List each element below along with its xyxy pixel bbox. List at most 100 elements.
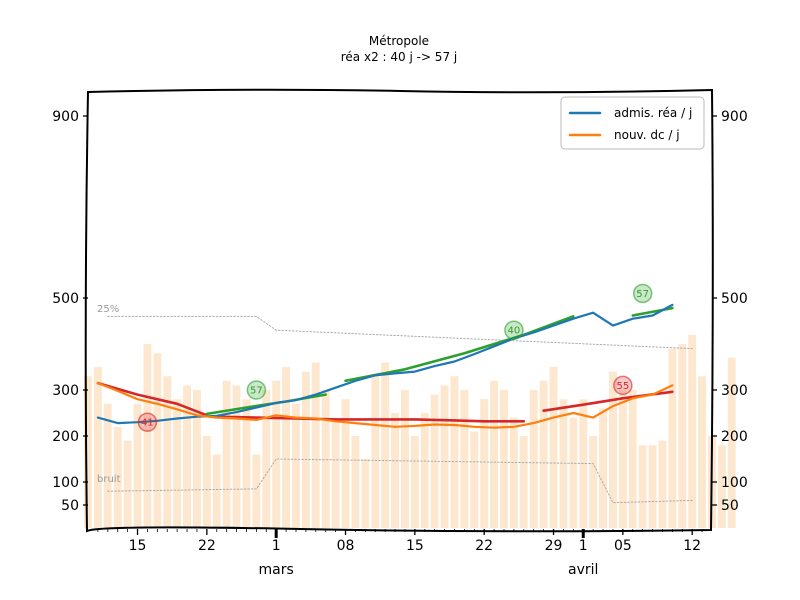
y-tick-label-right: 300 <box>721 383 748 399</box>
trend-line-5 <box>344 315 575 383</box>
bar <box>401 390 409 528</box>
bar <box>549 367 558 528</box>
bar <box>678 344 687 528</box>
bar <box>569 417 578 528</box>
bar <box>133 403 142 528</box>
bar <box>609 371 617 528</box>
bar <box>371 376 380 528</box>
bar <box>163 376 172 528</box>
x-tick-label: 05 <box>614 538 632 554</box>
y-tick-label-right: 900 <box>721 109 748 125</box>
badge: 55 <box>613 375 633 396</box>
bar <box>727 357 736 528</box>
bar <box>420 413 429 528</box>
bar <box>123 440 132 528</box>
bar <box>698 376 706 528</box>
legend-label: admis. réa / j <box>614 106 692 120</box>
bar <box>301 371 310 528</box>
x-tick-label: 15 <box>129 538 147 554</box>
bar <box>113 426 122 528</box>
y-tick-label-left: 900 <box>52 109 79 125</box>
bar <box>212 454 221 528</box>
legend-label: nouv. dc / j <box>614 128 680 142</box>
series-line-rea <box>96 303 674 425</box>
x-tick-label: 22 <box>475 538 493 554</box>
bar <box>232 385 241 528</box>
bar <box>262 390 271 528</box>
bar <box>470 431 479 528</box>
y-tick-label-right: 100 <box>721 475 748 491</box>
bar <box>84 376 92 528</box>
bar <box>361 459 370 528</box>
y-tick-label-right: 50 <box>721 498 739 514</box>
badge-circle <box>137 412 158 432</box>
bar <box>173 399 182 528</box>
bar <box>193 390 201 528</box>
x-axis: 15 22 1 08 15 22 29 1 05 12 <box>97 529 703 554</box>
bar <box>450 376 459 528</box>
band-upper <box>107 315 693 350</box>
y-axis-right: 50 100 200 300 500 900 <box>712 109 748 514</box>
badge-circle <box>504 320 524 340</box>
month-label: avril <box>568 562 598 578</box>
badge-label: 40 <box>508 326 521 337</box>
band-label-lower: bruit <box>97 474 121 485</box>
x-tick-label: 12 <box>683 538 701 554</box>
bar <box>292 403 300 528</box>
x-tick-label: 1 <box>272 538 281 554</box>
bar <box>539 380 548 528</box>
trend-line-0 <box>96 381 209 417</box>
x-tick-label: 08 <box>337 538 355 554</box>
band-lower <box>107 458 693 504</box>
bar <box>638 445 647 528</box>
badge-label: 41 <box>141 418 154 429</box>
bar <box>242 399 251 528</box>
badge-circle <box>632 283 653 304</box>
x-tick-label: 22 <box>198 538 216 554</box>
y-tick-label-right: 500 <box>721 291 748 307</box>
bar <box>658 440 667 528</box>
bar <box>490 380 498 528</box>
bar <box>153 353 162 528</box>
badge-layer: 41 57 40 55 57 <box>137 283 653 432</box>
month-label: mars <box>259 562 294 578</box>
badge: 57 <box>632 283 653 304</box>
bar <box>341 399 350 528</box>
bar <box>143 344 152 528</box>
y-tick-label-left: 500 <box>52 291 79 307</box>
bar <box>509 417 518 528</box>
bar <box>331 422 340 528</box>
bar <box>391 413 399 528</box>
badge-circle <box>246 380 267 400</box>
badge-label: 57 <box>636 289 649 300</box>
bar <box>202 436 211 528</box>
y-tick-label-left: 300 <box>52 383 79 399</box>
bar <box>103 403 112 528</box>
bars-layer <box>84 334 736 528</box>
y-tick-label-left: 50 <box>61 498 79 514</box>
bands-layer <box>107 315 693 504</box>
bar <box>529 390 538 528</box>
month-labels: mars avril <box>259 562 599 578</box>
bar <box>589 436 598 528</box>
badge-label: 57 <box>250 386 263 397</box>
bar <box>480 399 489 528</box>
badge: 41 <box>137 412 158 432</box>
bar <box>519 436 528 528</box>
bar <box>599 408 607 528</box>
bar <box>628 390 637 528</box>
bar <box>688 334 697 528</box>
chart-title: Métropole <box>369 34 429 48</box>
x-tick-label: 15 <box>406 538 424 554</box>
bar <box>717 445 726 528</box>
bar <box>668 348 677 528</box>
bar <box>500 390 508 528</box>
chart-subtitle: réa x2 : 40 j -> 57 j <box>341 50 457 64</box>
x-tick-label: 29 <box>545 538 563 554</box>
bar <box>311 362 320 528</box>
y-axis-left: 50 100 200 300 500 900 <box>52 109 88 514</box>
badge: 57 <box>246 380 267 400</box>
band-label-upper: 25% <box>97 304 119 315</box>
y-tick-label-right: 200 <box>721 429 748 445</box>
bar <box>93 367 102 528</box>
